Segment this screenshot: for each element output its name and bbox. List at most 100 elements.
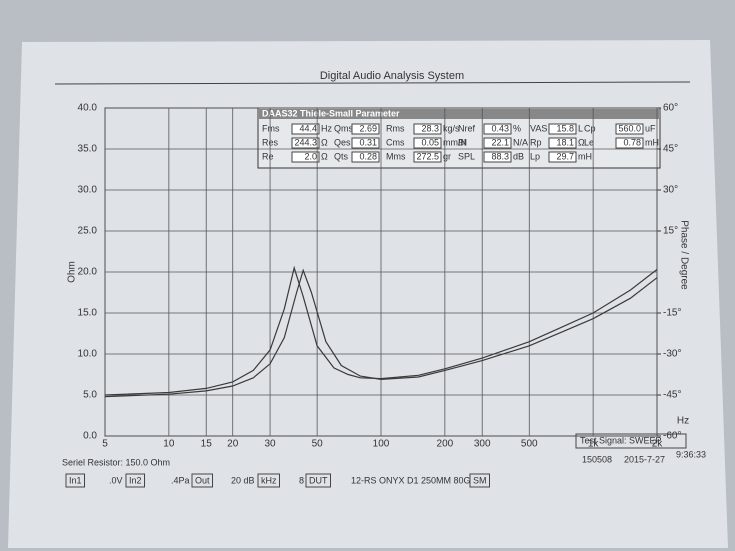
param-name: SPL (458, 151, 475, 161)
param-box (615, 137, 644, 149)
param-box (548, 123, 577, 135)
control-label: 20 dB (231, 475, 255, 485)
param-name: Bl (458, 137, 466, 147)
param-value: 2.69 (359, 123, 377, 133)
param-box (413, 151, 442, 163)
param-name: Le (584, 137, 594, 147)
signal-box (575, 433, 687, 449)
panel-titlebar (259, 109, 659, 119)
x-tick-label: 5 (102, 439, 108, 450)
x-tick-label: 200 (437, 439, 454, 450)
param-unit: Hz (321, 123, 332, 133)
param-box (351, 123, 380, 135)
param-value: 44.4 (299, 123, 317, 133)
control-label: kHz (261, 475, 277, 485)
param-name: Qts (334, 151, 349, 161)
param-value: 0.05 (421, 137, 439, 147)
y2-tick-label: -60° (663, 431, 681, 442)
param-name: VAS (530, 123, 547, 133)
param-box (351, 137, 380, 149)
param-value: 22.1 (491, 137, 509, 147)
y2-tick-label: 60° (663, 103, 678, 114)
x-tick-label: 2k (652, 439, 664, 450)
panel-title: DAAS32 Thiele-Small Parameter (262, 108, 400, 118)
x-tick-label: 100 (373, 439, 390, 450)
x-tick-label: 20 (227, 439, 239, 450)
param-unit: N/A (513, 137, 528, 147)
param-unit: Ω (578, 137, 585, 147)
param-name: Mms (386, 151, 406, 161)
param-value: 18.1 (556, 137, 574, 147)
param-value: 560.0 (618, 123, 641, 133)
param-unit: gr (443, 151, 451, 161)
param-value: 15.8 (556, 123, 574, 133)
x-tick-label: 50 (312, 439, 324, 450)
param-name: Fms (262, 123, 280, 133)
control-button (125, 473, 146, 488)
x-tick-label: 500 (521, 439, 538, 450)
param-box (413, 137, 442, 149)
param-value: 0.31 (359, 137, 377, 147)
param-box (291, 123, 320, 135)
param-unit: dB (513, 151, 524, 161)
control-label: In1 (69, 475, 82, 485)
time: 9:36:33 (676, 449, 706, 459)
param-unit: kg/s (443, 123, 460, 133)
y2-tick-label: 15° (663, 226, 678, 237)
control-label: .0V (109, 475, 123, 485)
y-tick-label: 25.0 (78, 226, 98, 237)
control-label: 8 (299, 475, 304, 485)
param-box (483, 123, 512, 135)
header-rule (54, 81, 691, 85)
y-tick-label: 20.0 (78, 267, 98, 278)
param-value: 0.43 (491, 123, 509, 133)
y-axis-label: Ohm (67, 261, 78, 283)
param-box (483, 151, 512, 163)
param-unit: % (513, 123, 521, 133)
control-label: Out (195, 475, 210, 485)
param-box (351, 151, 380, 163)
control-button (305, 473, 331, 488)
x-tick-label: 300 (474, 439, 491, 450)
control-label: In2 (129, 475, 142, 485)
param-box (548, 137, 577, 149)
impedance-curve (104, 265, 658, 396)
control-label: .4Pa (171, 475, 190, 485)
param-unit: Ω (321, 151, 328, 161)
date: 2015-7-27 (624, 454, 665, 464)
param-unit: mm/N (443, 137, 467, 147)
param-name: Re (262, 151, 274, 161)
y2-tick-label: -30° (663, 349, 681, 360)
control-button (65, 473, 86, 488)
test-signal: Test Signal: SWEEP (580, 435, 662, 445)
control-button (257, 473, 280, 488)
x-unit: Hz (677, 416, 689, 427)
param-unit: mH (645, 137, 659, 147)
y-tick-label: 0.0 (83, 431, 97, 442)
param-value: 2.0 (304, 151, 317, 161)
param-value: 29.7 (556, 151, 574, 161)
impedance-curve (104, 268, 658, 398)
param-value: 88.3 (491, 151, 509, 161)
param-box (291, 151, 320, 163)
param-unit: mH (578, 151, 592, 161)
param-name: Rms (386, 123, 405, 133)
param-name: Cp (584, 123, 596, 133)
control-button (191, 473, 214, 488)
y-tick-label: 40.0 (78, 103, 98, 114)
y2-tick-label: 30° (663, 185, 678, 196)
param-name: Lp (530, 151, 540, 161)
control-button (469, 473, 490, 488)
param-box (291, 137, 320, 149)
param-value: 0.28 (359, 151, 377, 161)
param-value: 244.3 (294, 137, 317, 147)
param-name: Nref (458, 123, 476, 133)
param-unit: L (578, 123, 583, 133)
x-tick-label: 15 (201, 439, 213, 450)
param-name: Cms (386, 137, 405, 147)
y-tick-label: 10.0 (78, 349, 98, 360)
controls: In1 .0V In2 .4Pa Out 20 dB kHz 8 DUT 12-RS ONYX D… (65, 473, 490, 488)
param-unit: Ω (321, 137, 328, 147)
control-label: 12-RS ONYX D1 250MM 80G (351, 475, 471, 485)
